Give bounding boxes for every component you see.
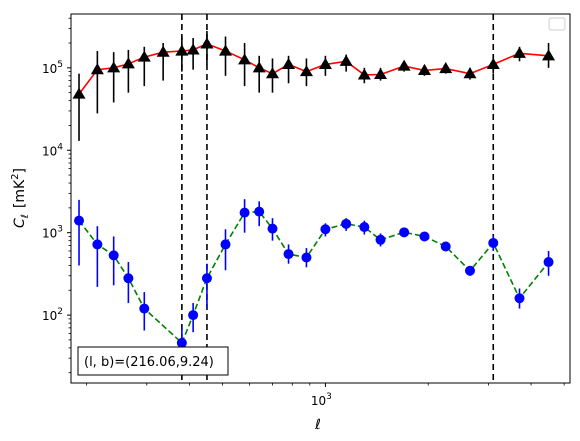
plot-frame (70, 13, 571, 384)
data-point (283, 249, 294, 260)
data-point (74, 215, 85, 226)
data-point (156, 45, 170, 57)
data-point (318, 57, 332, 69)
data-point (439, 62, 453, 74)
x-axis-label: ℓ (314, 417, 321, 433)
data-point (175, 44, 189, 56)
data-point (176, 337, 187, 348)
y-tick-label-base: 10 (42, 62, 57, 76)
data-point (200, 37, 214, 49)
data-point (139, 303, 150, 314)
data-point (186, 43, 200, 55)
annotation-box (77, 346, 229, 376)
data-point (282, 57, 296, 69)
y-tick-label-base: 10 (42, 144, 57, 158)
series-layer (72, 30, 556, 370)
data-point (463, 67, 477, 79)
vertical-reference-lines (181, 14, 495, 383)
data-point (488, 237, 499, 248)
data-point (464, 265, 475, 276)
data-point (514, 293, 525, 304)
data-point (108, 250, 119, 261)
data-point (267, 223, 278, 234)
data-point (341, 218, 352, 229)
data-point (299, 65, 313, 77)
y-tick-label: 105 (42, 60, 63, 76)
data-point (374, 68, 388, 80)
y-axis-label-unit-sup: 2 (10, 173, 21, 179)
data-point (137, 50, 151, 62)
series-line (78, 43, 549, 95)
data-point (543, 257, 554, 268)
data-point (486, 57, 500, 69)
y-tick-label-exp: 5 (57, 60, 63, 70)
y-tick-label-base: 10 (42, 309, 57, 323)
y-tick-label-exp: 3 (57, 225, 63, 235)
legend-box (548, 17, 566, 31)
data-point (123, 273, 134, 284)
y-axis-label-unit: [mK (12, 179, 28, 208)
series-line (78, 210, 550, 345)
data-point (513, 46, 527, 58)
series-1 (74, 199, 554, 370)
svg-text:Cℓ[mK2]: Cℓ [mK2] (10, 168, 31, 228)
data-point (254, 206, 265, 217)
data-point (238, 53, 252, 65)
data-point (357, 68, 371, 80)
y-axis-label-unit-close: ] (12, 168, 28, 173)
data-point (399, 227, 410, 238)
data-point (239, 207, 250, 218)
data-point (440, 241, 451, 252)
y-axis-label: Cℓ [mK2] (10, 168, 31, 228)
y-tick-label-exp: 2 (57, 307, 63, 317)
data-point (252, 61, 266, 73)
data-point (265, 67, 279, 79)
data-point (219, 44, 233, 56)
data-point (417, 63, 431, 75)
y-axis-label-main: C (12, 218, 28, 228)
data-point (339, 54, 353, 66)
x-tick-label: 103 (311, 392, 332, 408)
data-point (121, 57, 135, 69)
y-tick-label: 104 (42, 142, 63, 158)
data-point (397, 59, 411, 71)
data-point (301, 252, 312, 263)
data-point (188, 310, 199, 321)
data-point (90, 63, 104, 75)
data-point (220, 239, 231, 250)
y-axis-label-sub: ℓ (20, 214, 31, 218)
data-point (92, 239, 103, 250)
y-tick-label-exp: 4 (57, 142, 63, 152)
data-point (542, 49, 556, 61)
x-tick-label-exp: 3 (326, 392, 332, 402)
data-point (359, 222, 370, 233)
y-tick-label-base: 10 (42, 227, 57, 241)
x-tick-label-base: 10 (311, 394, 326, 408)
data-point (419, 231, 430, 242)
annotation: (l, b)=(216.06,9.24) (77, 346, 229, 376)
y-tick-label: 103 (42, 225, 63, 241)
data-point (107, 61, 121, 73)
data-point (375, 234, 386, 245)
annotation-text: (l, b)=(216.06,9.24) (84, 355, 214, 370)
data-point (72, 87, 86, 99)
y-tick-label: 102 (42, 307, 63, 323)
data-point (320, 224, 331, 235)
data-point (201, 273, 212, 284)
series-0 (72, 30, 556, 141)
